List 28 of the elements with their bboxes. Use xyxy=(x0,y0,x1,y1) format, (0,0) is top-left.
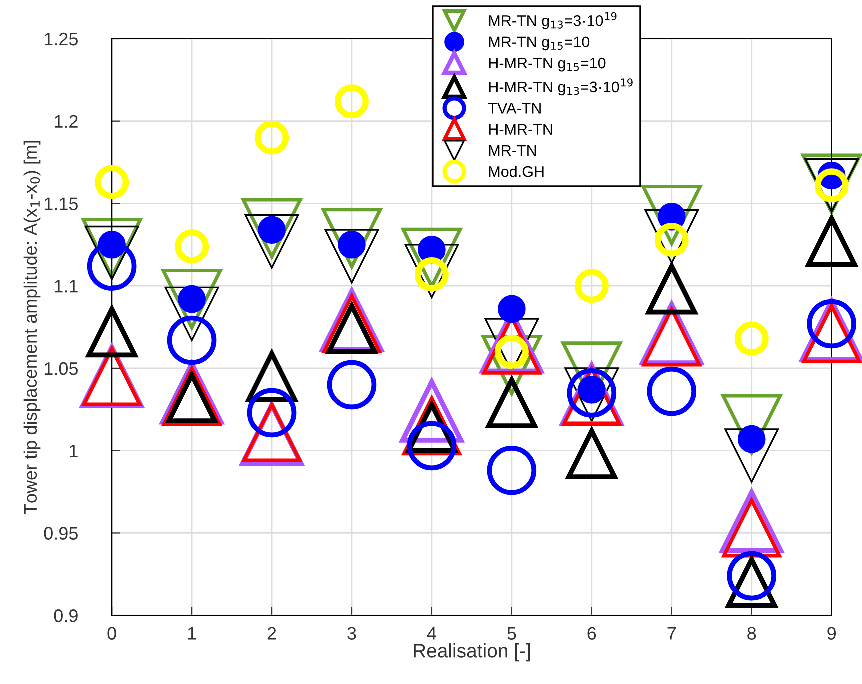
y-tick-label: 1.2 xyxy=(55,115,78,128)
x-tick-label: 6 xyxy=(588,627,596,640)
y-tick-label: 1.05 xyxy=(44,362,78,376)
y-tick-label: 1.25 xyxy=(44,32,78,46)
legend-label: TVA-TN xyxy=(488,103,541,114)
x-tick-label: 1 xyxy=(188,627,196,640)
y-tick-label: 0.95 xyxy=(44,527,78,540)
x-tick-label: 4 xyxy=(427,627,436,640)
legend-label: H-MR-TN g$_{15}$=10 xyxy=(489,58,606,72)
legend-label: MR-TN g$_{15}$=10 xyxy=(489,36,590,51)
y-tick-label: 0.9 xyxy=(54,610,78,622)
legend-label: MR-TN g$_{13}$=3·10$^{19}$ xyxy=(489,12,617,30)
y-axis-title: Tower tip displacement amplitude: A(x$_{1}$-x$_{0}$) [m] xyxy=(24,141,41,514)
y-tick-label: 1.15 xyxy=(44,198,78,210)
legend-label: H-MR-TN g$_{13}$=3·10$^{19}$ xyxy=(489,78,633,96)
x-tick-label: 3 xyxy=(348,627,356,640)
y-tick-label: 1.1 xyxy=(55,280,78,293)
legend-label: MR-TN xyxy=(489,145,536,156)
y-tick-label: 1 xyxy=(70,444,78,458)
x-tick-label: 8 xyxy=(748,627,756,640)
x-tick-label: 9 xyxy=(828,627,836,640)
x-tick-label: 0 xyxy=(108,627,116,640)
x-axis-title: Realisation [-] xyxy=(414,644,530,662)
x-tick-label: 7 xyxy=(668,627,676,640)
legend-label: H-MR-TN xyxy=(489,124,552,135)
x-tick-label: 5 xyxy=(508,627,516,640)
legend-label: Mod.GH xyxy=(489,166,544,178)
x-tick-label: 2 xyxy=(268,627,276,640)
